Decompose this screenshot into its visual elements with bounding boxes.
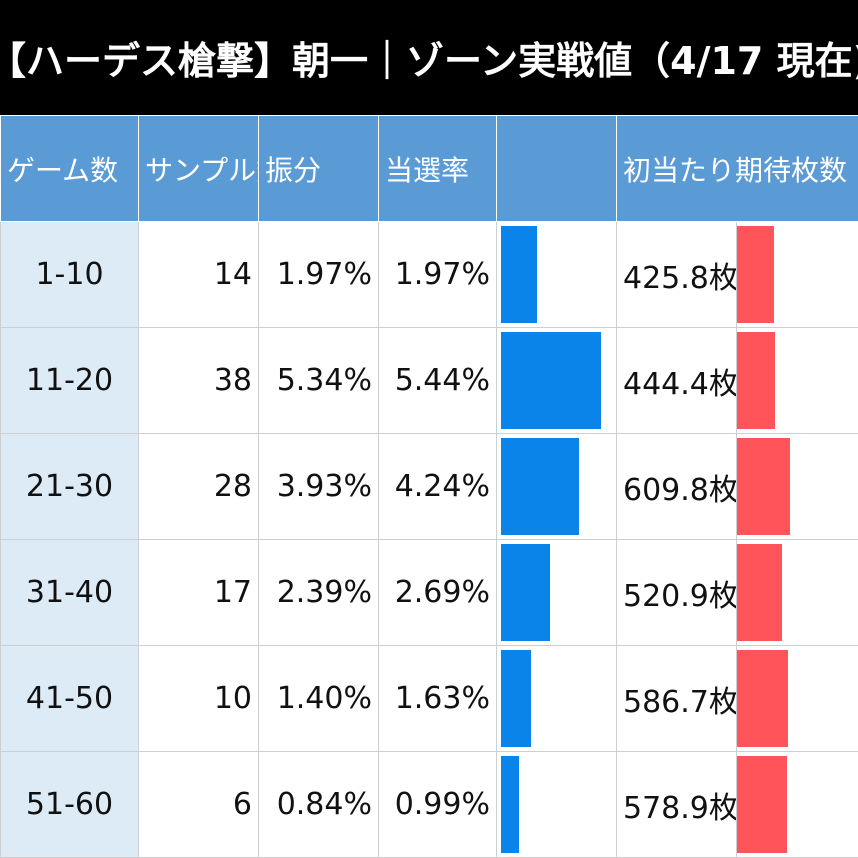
samples-cell: 17 [138, 539, 259, 646]
win-rate-bar [501, 544, 550, 641]
win-rate-cell: 5.44% [378, 327, 497, 434]
header-expect: 初当たり期待枚数 [615, 115, 858, 222]
expect-bar-cell [735, 751, 858, 858]
win-rate-bar [501, 650, 531, 747]
table-row: 41-50 10 1.40% 1.63% 586.7枚 [0, 645, 858, 752]
expect-cell: 609.8枚 [616, 433, 737, 540]
expect-bar [737, 332, 775, 429]
expect-bar [737, 650, 788, 747]
header-games: ゲーム数 [0, 115, 139, 222]
win-rate-cell: 1.97% [378, 221, 497, 328]
expect-bar-cell [735, 645, 858, 752]
win-rate-bar-cell [496, 221, 617, 328]
win-rate-bar-cell [496, 645, 617, 752]
expect-bar [737, 756, 787, 853]
expect-bar-cell [735, 221, 858, 328]
page-title: 【ハーデス槍撃】朝一｜ゾーン実戦値（4/17 現在) [0, 0, 858, 115]
win-rate-cell: 0.99% [378, 751, 497, 858]
ratio-cell: 2.39% [258, 539, 379, 646]
win-rate-cell: 4.24% [378, 433, 497, 540]
ratio-cell: 0.84% [258, 751, 379, 858]
expect-bar-cell [735, 433, 858, 540]
expect-cell: 425.8枚 [616, 221, 737, 328]
win-rate-bar [501, 226, 537, 323]
ratio-cell: 1.97% [258, 221, 379, 328]
game-cell: 31-40 [0, 539, 139, 646]
table-row: 31-40 17 2.39% 2.69% 520.9枚 [0, 539, 858, 646]
header-ratio: 振分 [258, 115, 379, 222]
game-cell: 1-10 [0, 221, 139, 328]
win-rate-cell: 1.63% [378, 645, 497, 752]
game-cell: 41-50 [0, 645, 139, 752]
header-win-rate: 当選率 [378, 115, 497, 222]
zone-table: ゲーム数 サンプル数 振分 当選率 初当たり期待枚数 1-10141.97%1.… [0, 115, 858, 858]
expect-cell: 586.7枚 [616, 645, 737, 752]
game-cell: 21-30 [0, 433, 139, 540]
table-row: 11-20 38 5.34% 5.44% 444.4枚 [0, 327, 858, 434]
header-samples: サンプル数 [138, 115, 259, 222]
table-row: 21-30 28 3.93% 4.24% 609.8枚 [0, 433, 858, 540]
win-rate-bar [501, 756, 519, 853]
expect-bar [737, 438, 790, 535]
win-rate-bar [501, 332, 601, 429]
expect-bar [737, 226, 774, 323]
samples-cell: 10 [138, 645, 259, 752]
expect-cell: 520.9枚 [616, 539, 737, 646]
samples-cell: 38 [138, 327, 259, 434]
samples-cell: 6 [138, 751, 259, 858]
expect-bar-cell [735, 327, 858, 434]
ratio-cell: 5.34% [258, 327, 379, 434]
game-cell: 11-20 [0, 327, 139, 434]
table-row: 51-60 6 0.84% 0.99% 578.9枚 [0, 751, 858, 858]
ratio-cell: 1.40% [258, 645, 379, 752]
ratio-cell: 3.93% [258, 433, 379, 540]
expect-bar-cell [735, 539, 858, 646]
win-rate-bar-cell [496, 327, 617, 434]
samples-cell: 28 [138, 433, 259, 540]
win-rate-bar [501, 438, 579, 535]
table-row: 1-10 14 1.97% 1.97% 425.8枚 [0, 221, 858, 328]
win-rate-cell: 2.69% [378, 539, 497, 646]
win-rate-bar-cell [496, 433, 617, 540]
header-row: ゲーム数 サンプル数 振分 当選率 初当たり期待枚数 [0, 115, 858, 222]
win-rate-bar-cell [496, 539, 617, 646]
game-cell: 51-60 [0, 751, 139, 858]
samples-cell: 14 [138, 221, 259, 328]
header-bar [496, 115, 617, 222]
expect-cell: 578.9枚 [616, 751, 737, 858]
win-rate-bar-cell [496, 751, 617, 858]
expect-bar [737, 544, 782, 641]
expect-cell: 444.4枚 [616, 327, 737, 434]
